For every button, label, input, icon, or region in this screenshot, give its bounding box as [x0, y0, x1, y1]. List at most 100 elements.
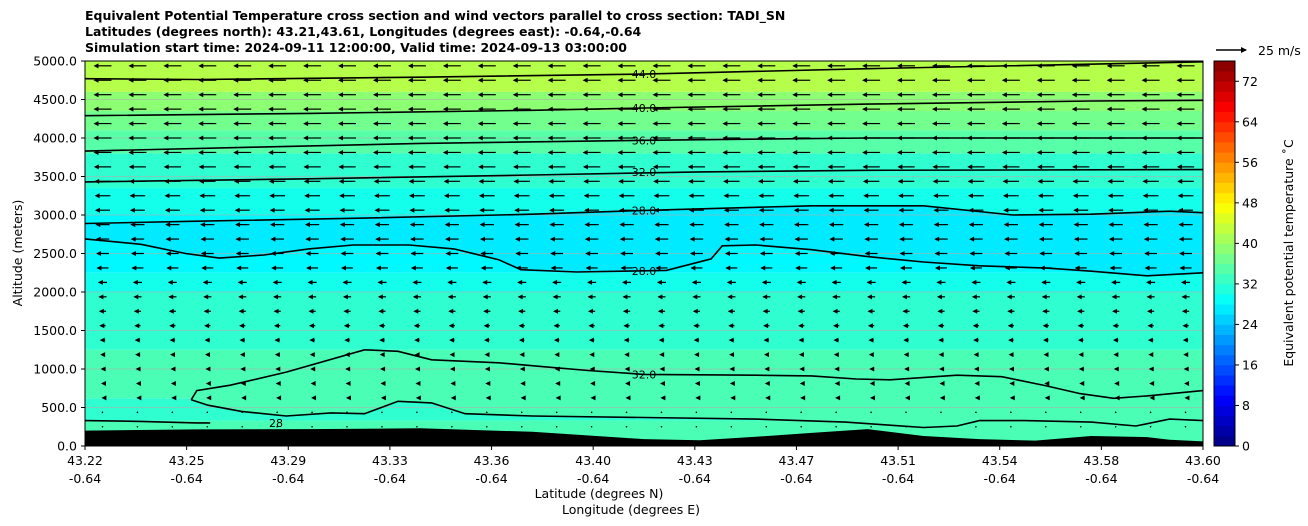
- wind-vector-head: [1178, 222, 1184, 228]
- wind-vector-head: [407, 149, 413, 155]
- colorbar-segment: [1214, 405, 1235, 417]
- wind-vector-head: [198, 149, 204, 155]
- wind-vector-head: [275, 366, 281, 372]
- wind-vector-head: [372, 149, 378, 155]
- wind-vector-head: [830, 265, 836, 271]
- wind-vector-head: [447, 279, 453, 285]
- x-tick-label-lat: 43.36: [474, 453, 510, 468]
- wind-vector-head: [237, 279, 243, 285]
- wind-vector-head: [198, 63, 204, 69]
- wind-vector-head: [274, 337, 280, 343]
- wind-vector-head: [722, 121, 728, 127]
- wind-vector: [416, 411, 418, 414]
- wind-vector-head: [234, 207, 240, 213]
- y-tick-label: 2000.0: [33, 285, 77, 300]
- wind-vector-head: [1176, 92, 1182, 98]
- wind-vector-head: [199, 207, 205, 213]
- wind-vector-head: [618, 178, 624, 184]
- wind-vector-head: [722, 63, 728, 69]
- colorbar-tick-label: 48: [1242, 195, 1258, 210]
- wind-vector-head: [936, 294, 942, 300]
- wind-vector-head: [904, 395, 910, 401]
- wind-vector-head: [449, 337, 455, 343]
- wind-vector-head: [624, 366, 630, 372]
- wind-vector: [346, 425, 348, 428]
- wind-vector-head: [520, 380, 526, 386]
- wind-vector-head: [939, 395, 945, 401]
- chart-title-line-3: Simulation start time: 2024-09-11 12:00:…: [85, 40, 627, 55]
- wind-vector-head: [514, 222, 520, 228]
- wind-vector-head: [724, 251, 730, 256]
- wind-vector-head: [203, 294, 209, 300]
- colorbar-segment: [1214, 192, 1235, 204]
- wind-vector-head: [833, 323, 838, 329]
- wind-vector-head: [722, 92, 728, 98]
- wind-vector-head: [1184, 395, 1190, 401]
- wind-vector-head: [1002, 193, 1008, 199]
- wind-vector-head: [757, 121, 763, 127]
- wind-vector-head: [133, 308, 139, 314]
- chart-title-block: Equivalent Potential Temperature cross s…: [85, 8, 785, 56]
- wind-vector-head: [1037, 193, 1043, 199]
- wind-vector-head: [549, 207, 555, 213]
- wind-vector-head: [479, 222, 485, 228]
- wind-vector-head: [415, 380, 421, 386]
- wind-vector-head: [724, 222, 730, 228]
- wind-vector-head: [939, 380, 945, 386]
- wind-vector-head: [93, 135, 99, 141]
- wind-vector-head: [1042, 308, 1048, 314]
- wind-vector-head: [1114, 380, 1120, 386]
- wind-vector-head: [272, 279, 278, 285]
- wind-vector-head: [239, 337, 245, 343]
- wind-vector-head: [310, 366, 316, 372]
- wind-vector: [870, 411, 872, 414]
- wind-vector-head: [763, 352, 769, 358]
- wind-vector-head: [1108, 207, 1114, 213]
- wind-vector-head: [1143, 236, 1149, 242]
- wind-vector-head: [1109, 251, 1115, 256]
- wind-vector-head: [687, 149, 693, 155]
- wind-vector-head: [760, 265, 766, 271]
- wind-vector-head: [1144, 251, 1150, 256]
- wind-vector-head: [555, 395, 561, 401]
- wind-vector: [695, 425, 698, 428]
- wind-vector: [1149, 411, 1152, 414]
- wind-vector-head: [339, 207, 345, 213]
- wind-vector-head: [1009, 380, 1015, 386]
- wind-vector-head: [897, 121, 903, 127]
- wind-vector-head: [444, 222, 450, 228]
- wind-vector-head: [202, 279, 208, 285]
- wind-vector-head: [619, 222, 625, 228]
- wind-vector-head: [1037, 164, 1043, 170]
- wind-vector-head: [1007, 308, 1013, 314]
- wind-vector-head: [898, 207, 904, 213]
- wind-vector-head: [1141, 164, 1147, 170]
- wind-vector-head: [899, 251, 905, 256]
- wind-vector-head: [1183, 366, 1189, 372]
- wind-vector-head: [167, 279, 173, 285]
- wind-vector-head: [1106, 63, 1112, 69]
- wind-vector-head: [547, 149, 553, 155]
- colorbar-segment: [1214, 142, 1235, 153]
- wind-vector: [800, 411, 803, 414]
- wind-vector-head: [1142, 193, 1148, 199]
- wind-vector-head: [164, 207, 170, 213]
- wind-vector-head: [1004, 251, 1010, 256]
- x-tick-label-lon: -0.64: [272, 471, 304, 486]
- contour-label: 28.0: [632, 265, 657, 278]
- wind-vector-head: [590, 395, 596, 401]
- contour-label: 32.0: [632, 368, 657, 381]
- wind-vector-head: [759, 251, 765, 256]
- wind-vector-head: [689, 222, 695, 228]
- wind-vector-head: [969, 236, 975, 242]
- wind-vector-head: [135, 352, 141, 358]
- x-tick-label-lon: -0.64: [882, 471, 914, 486]
- wind-vector-head: [512, 77, 518, 83]
- wind-vector-head: [863, 193, 869, 199]
- wind-vector-head: [513, 164, 519, 170]
- wind-vector-head: [1184, 380, 1190, 386]
- wind-vector-head: [827, 106, 833, 112]
- wind-vector-head: [723, 193, 729, 199]
- temperature-band: [85, 91, 1203, 112]
- wind-vector-head: [1036, 121, 1042, 127]
